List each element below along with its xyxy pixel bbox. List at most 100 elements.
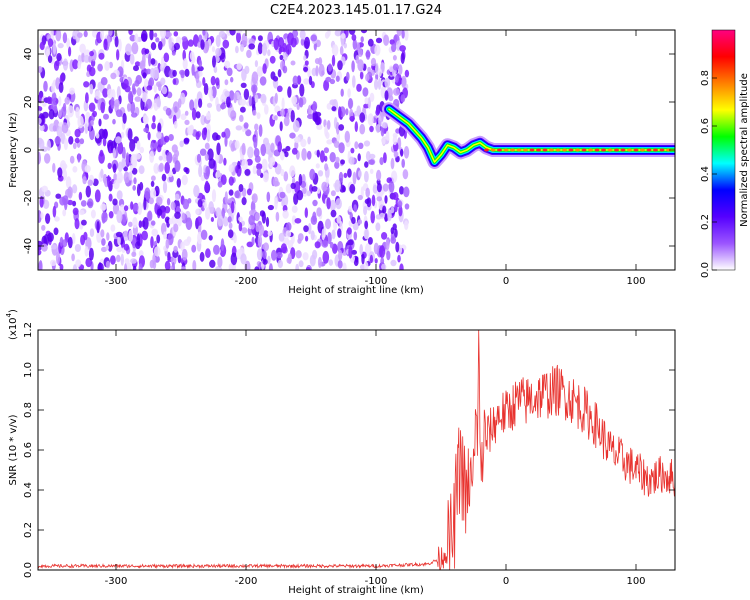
noise-cell — [295, 250, 302, 259]
noise-cell — [227, 229, 234, 239]
noise-cell — [66, 38, 70, 48]
noise-cell — [346, 71, 350, 82]
noise-cell — [399, 45, 406, 52]
noise-cell — [94, 189, 101, 203]
noise-cell — [156, 234, 161, 244]
noise-cell — [316, 149, 320, 158]
noise-cell — [254, 94, 259, 103]
noise-cell — [247, 146, 254, 159]
noise-cell — [172, 69, 177, 77]
noise-cell — [356, 42, 360, 51]
noise-cell — [378, 115, 382, 127]
signal-peak-cell — [581, 148, 587, 152]
noise-cell — [292, 30, 299, 38]
noise-cell — [369, 153, 376, 160]
signal-peak-cell — [516, 148, 522, 152]
noise-cell — [377, 68, 382, 77]
signal-peak-cell — [523, 148, 528, 152]
noise-cell — [47, 232, 54, 242]
noise-cell — [150, 236, 154, 249]
noise-cell — [132, 203, 139, 212]
noise-cell — [386, 250, 391, 261]
svg-text:(x104): (x104) — [5, 309, 19, 340]
noise-cell — [392, 223, 397, 231]
noise-cell — [277, 259, 283, 269]
noise-cell — [257, 234, 263, 248]
noise-cell — [65, 176, 72, 189]
noise-cell — [379, 212, 385, 219]
noise-cell — [40, 212, 44, 220]
noise-cell — [202, 77, 206, 86]
noise-cell — [385, 238, 390, 251]
noise-cell — [263, 242, 269, 251]
noise-cell — [143, 197, 147, 211]
signal-peak-cell — [484, 148, 489, 152]
noise-cell — [127, 128, 133, 141]
noise-cell — [404, 220, 409, 231]
noise-cell — [270, 156, 276, 166]
signal-peak-cell — [627, 148, 632, 152]
noise-cell — [314, 241, 321, 249]
noise-cell — [181, 212, 186, 221]
noise-cell — [123, 166, 128, 172]
noise-cell — [205, 207, 211, 220]
snr-scale-close: ) — [8, 309, 19, 313]
signal-peak-cell — [568, 148, 574, 152]
noise-cell — [294, 141, 299, 150]
noise-cell — [43, 80, 48, 92]
noise-cell — [168, 37, 172, 50]
noise-cell — [52, 205, 57, 218]
noise-cell — [83, 81, 90, 88]
noise-cell — [257, 42, 263, 55]
noise-cell — [148, 53, 152, 67]
noise-cell — [216, 142, 221, 156]
noise-cell — [112, 147, 117, 159]
noise-cell — [235, 125, 243, 131]
noise-cell — [98, 152, 105, 164]
noise-cell — [131, 42, 139, 55]
noise-cell — [208, 86, 213, 99]
noise-cell — [147, 210, 153, 222]
noise-cell — [384, 77, 391, 89]
noise-cell — [281, 97, 285, 110]
noise-cell — [277, 69, 282, 78]
noise-cell — [68, 136, 74, 145]
noise-cell — [115, 231, 123, 238]
noise-cell — [306, 150, 312, 160]
noise-cell — [213, 65, 218, 74]
noise-cell — [368, 159, 375, 165]
snr-x-axis-label: Height of straight line (km) — [288, 585, 424, 596]
noise-cell — [127, 103, 131, 113]
noise-cell — [382, 122, 388, 129]
noise-cell — [69, 155, 75, 164]
noise-cell — [359, 71, 364, 80]
noise-cell — [264, 104, 269, 115]
noise-cell — [290, 182, 296, 190]
noise-cell — [398, 205, 403, 217]
noise-cell — [221, 207, 225, 219]
noise-cell — [280, 151, 285, 161]
noise-cell — [117, 141, 124, 155]
noise-cell — [211, 189, 217, 203]
noise-cell — [337, 60, 343, 71]
noise-cell — [334, 179, 342, 193]
noise-cell — [147, 131, 151, 141]
noise-cell — [401, 30, 405, 39]
signal-peak-cell — [588, 148, 593, 152]
noise-cell — [253, 147, 260, 158]
noise-cell — [353, 231, 358, 241]
noise-cell — [254, 60, 258, 68]
noise-cell — [44, 153, 51, 164]
noise-cell — [241, 68, 247, 81]
noise-cell — [398, 64, 403, 76]
noise-cell — [327, 30, 331, 37]
noise-cell — [383, 34, 390, 46]
noise-cell — [347, 239, 354, 246]
noise-cell — [329, 152, 336, 163]
noise-cell — [369, 168, 374, 174]
noise-cell — [80, 200, 87, 207]
noise-cell — [217, 256, 223, 268]
noise-cell — [191, 244, 197, 253]
noise-cell — [181, 174, 188, 186]
snr-frame — [37, 329, 676, 571]
